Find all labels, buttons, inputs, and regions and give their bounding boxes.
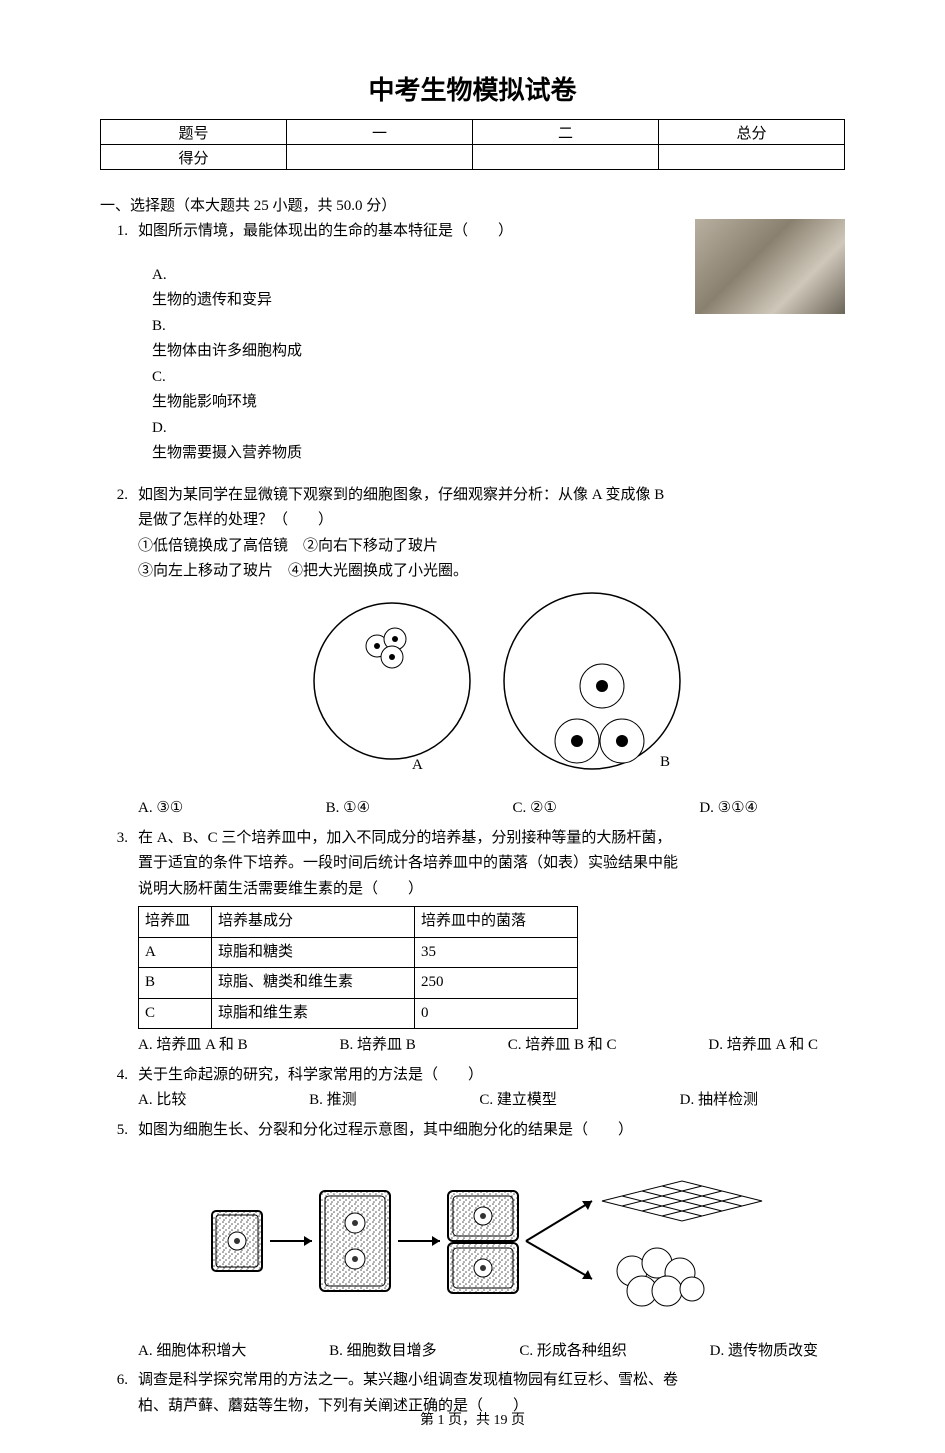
th: 培养皿 — [139, 907, 212, 938]
td: C — [139, 998, 212, 1029]
table-row: B 琼脂、糖类和维生素 250 — [139, 968, 578, 999]
score-cell — [473, 145, 659, 170]
td: 35 — [415, 937, 578, 968]
option-d: D. 生物需要摄入营养物质 — [152, 416, 845, 467]
question-body: 在 A、B、C 三个培养皿中，加入不同成分的培养基，分别接种等量的大肠杆菌， 置… — [138, 826, 845, 1059]
table-row: 题号 一 二 总分 — [101, 120, 845, 145]
option-a: A. 细胞体积增大 — [138, 1339, 246, 1365]
option-c: C. 建立模型 — [479, 1088, 557, 1114]
th: 培养基成分 — [212, 907, 415, 938]
question-stem: 调查是科学探究常用的方法之一。某兴趣小组调查发现植物园有红豆杉、雪松、卷 — [138, 1372, 678, 1388]
score-header: 一 — [287, 120, 473, 145]
options: A. ③① B. ①④ C. ②① D. ③①④ — [138, 796, 758, 822]
question-stem: 如图所示情境，最能体现出的生命的基本特征是（ ） — [138, 223, 513, 239]
question-number: 5. — [100, 1118, 138, 1365]
th: 培养皿中的菌落 — [415, 907, 578, 938]
option-b: B. 生物体由许多细胞构成 — [152, 314, 845, 365]
option-b: B. 培养皿 B — [340, 1033, 416, 1059]
option-b: B. 细胞数目增多 — [329, 1339, 437, 1365]
td: 琼脂和糖类 — [212, 937, 415, 968]
option-b: B. ①④ — [326, 796, 370, 822]
score-header: 总分 — [659, 120, 845, 145]
td: 琼脂、糖类和维生素 — [212, 968, 415, 999]
option-a: A. ③① — [138, 796, 183, 822]
td: B — [139, 968, 212, 999]
q3-table: 培养皿 培养基成分 培养皿中的菌落 A 琼脂和糖类 35 B 琼脂、糖类和维生素… — [138, 906, 578, 1029]
score-cell — [659, 145, 845, 170]
label-a: A — [412, 757, 423, 773]
question-body: 如图所示情境，最能体现出的生命的基本特征是（ ） A. 生物的遗传和变异 B. … — [138, 219, 845, 467]
cell-division-icon — [192, 1161, 792, 1311]
score-cell — [287, 145, 473, 170]
microscope-views-icon: A B — [282, 591, 702, 781]
question-stem: 在 A、B、C 三个培养皿中，加入不同成分的培养基，分别接种等量的大肠杆菌， — [138, 830, 671, 846]
score-table: 题号 一 二 总分 得分 — [100, 119, 845, 170]
label-b: B — [660, 754, 670, 770]
question-body: 如图为某同学在显微镜下观察到的细胞图象，仔细观察并分析：从像 A 变成像 B 是… — [138, 483, 845, 822]
options: A. 培养皿 A 和 B B. 培养皿 B C. 培养皿 B 和 C D. 培养… — [138, 1033, 818, 1059]
option-d: D. 培养皿 A 和 C — [708, 1033, 818, 1059]
table-row: A 琼脂和糖类 35 — [139, 937, 578, 968]
option-d: D. 抽样检测 — [680, 1088, 758, 1114]
score-header: 题号 — [101, 120, 287, 145]
table-row: C 琼脂和维生素 0 — [139, 998, 578, 1029]
td: A — [139, 937, 212, 968]
question-stem: 如图为细胞生长、分裂和分化过程示意图，其中细胞分化的结果是（ ） — [138, 1122, 633, 1138]
question-5: 5. 如图为细胞生长、分裂和分化过程示意图，其中细胞分化的结果是（ ） — [100, 1118, 845, 1365]
question-4: 4. 关于生命起源的研究，科学家常用的方法是（ ） A. 比较 B. 推测 C.… — [100, 1063, 845, 1114]
td: 琼脂和维生素 — [212, 998, 415, 1029]
score-header: 二 — [473, 120, 659, 145]
td: 0 — [415, 998, 578, 1029]
option-c: C. 生物能影响环境 — [152, 365, 845, 416]
question-stem: 是做了怎样的处理？（ ） — [138, 512, 333, 528]
q2-figure: A B — [138, 591, 845, 791]
question-1: 1. 如图所示情境，最能体现出的生命的基本特征是（ ） A. 生物的遗传和变异 … — [100, 219, 845, 467]
question-stem: 关于生命起源的研究，科学家常用的方法是（ ） — [138, 1067, 483, 1083]
option-c: C. 培养皿 B 和 C — [508, 1033, 617, 1059]
question-body: 如图为细胞生长、分裂和分化过程示意图，其中细胞分化的结果是（ ） — [138, 1118, 845, 1365]
question-text: ③向左上移动了玻片 ④把大光圈换成了小光圈。 — [138, 563, 468, 579]
question-2: 2. 如图为某同学在显微镜下观察到的细胞图象，仔细观察并分析：从像 A 变成像 … — [100, 483, 845, 822]
question-stem: 置于适宜的条件下培养。一段时间后统计各培养皿中的菌落（如表）实验结果中能 — [138, 855, 678, 871]
option-a: A. 比较 — [138, 1088, 186, 1114]
question-text: ①低倍镜换成了高倍镜 ②向右下移动了玻片 — [138, 538, 438, 554]
question-number: 1. — [100, 219, 138, 467]
question-body: 关于生命起源的研究，科学家常用的方法是（ ） A. 比较 B. 推测 C. 建立… — [138, 1063, 845, 1114]
question-number: 2. — [100, 483, 138, 822]
option-b: B. 推测 — [309, 1088, 357, 1114]
question-3: 3. 在 A、B、C 三个培养皿中，加入不同成分的培养基，分别接种等量的大肠杆菌… — [100, 826, 845, 1059]
q1-image — [695, 219, 845, 314]
question-number: 3. — [100, 826, 138, 1059]
option-d: D. ③①④ — [699, 796, 758, 822]
option-d: D. 遗传物质改变 — [710, 1339, 818, 1365]
td: 250 — [415, 968, 578, 999]
page-footer: 第 1 页，共 19 页 — [0, 1409, 945, 1429]
table-row: 培养皿 培养基成分 培养皿中的菌落 — [139, 907, 578, 938]
table-row: 得分 — [101, 145, 845, 170]
option-a: A. 培养皿 A 和 B — [138, 1033, 248, 1059]
question-stem: 说明大肠杆菌生活需要维生素的是（ ） — [138, 881, 423, 897]
score-row-label: 得分 — [101, 145, 287, 170]
option-c: C. 形成各种组织 — [519, 1339, 627, 1365]
section-heading: 一、选择题（本大题共 25 小题，共 50.0 分） — [100, 194, 845, 215]
page-title: 中考生物模拟试卷 — [100, 70, 845, 107]
question-stem: 如图为某同学在显微镜下观察到的细胞图象，仔细观察并分析：从像 A 变成像 B — [138, 487, 664, 503]
options: A. 细胞体积增大 B. 细胞数目增多 C. 形成各种组织 D. 遗传物质改变 — [138, 1339, 818, 1365]
question-number: 4. — [100, 1063, 138, 1114]
q5-figure — [138, 1161, 845, 1321]
page: 中考生物模拟试卷 题号 一 二 总分 得分 一、选择题（本大题共 25 小题，共… — [0, 0, 945, 1453]
option-c: C. ②① — [512, 796, 556, 822]
options: A. 比较 B. 推测 C. 建立模型 D. 抽样检测 — [138, 1088, 758, 1114]
